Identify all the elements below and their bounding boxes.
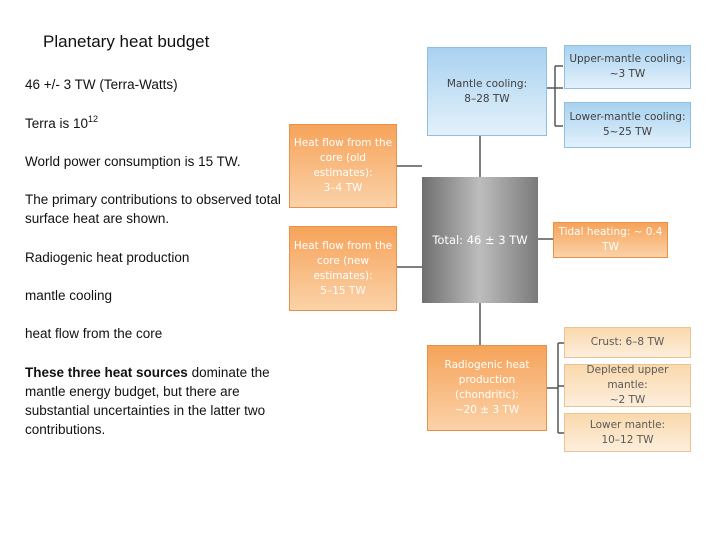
radiogenic-heat-text: Radiogenic heat production bbox=[25, 250, 190, 265]
total-heat-text: 46 +/- 3 TW (Terra-Watts) bbox=[25, 77, 178, 92]
mantle-cooling-text: mantle cooling bbox=[25, 288, 113, 303]
summary-text: These three heat sources dominate the ma… bbox=[25, 363, 287, 439]
primary-contributions-text: The primary contributions to observed to… bbox=[25, 192, 281, 226]
total-heat-box: Total: 46 ± 3 TW bbox=[422, 177, 538, 303]
lower-mantle-box: Lower mantle: 10–12 TW bbox=[564, 413, 691, 452]
core-old-estimates-box: Heat flow from the core (old estimates):… bbox=[289, 124, 397, 208]
terra-definition-text: Terra is 1012 bbox=[25, 114, 287, 133]
summary-bold: These three heat sources bbox=[25, 365, 188, 380]
lower-mantle-cooling-box: Lower-mantle cooling: 5~25 TW bbox=[564, 102, 691, 148]
tidal-heating-box: Tidal heating: ~ 0.4 TW bbox=[553, 222, 668, 258]
summary-rest: dominate the mantle energy budget, but t… bbox=[25, 365, 270, 437]
core-new-estimates-box: Heat flow from the core (new estimates):… bbox=[289, 226, 397, 311]
upper-mantle-cooling-box: Upper-mantle cooling: ~3 TW bbox=[564, 45, 691, 89]
terra-exponent: 12 bbox=[88, 114, 99, 124]
mantle-cooling-box: Mantle cooling: 8–28 TW bbox=[427, 47, 547, 136]
slide-title: Planetary heat budget bbox=[43, 32, 210, 51]
radiogenic-production-box: Radiogenic heat production (chondritic):… bbox=[427, 345, 547, 431]
core-heat-text: heat flow from the core bbox=[25, 326, 163, 341]
terra-prefix: Terra is 10 bbox=[25, 116, 89, 131]
crust-box: Crust: 6–8 TW bbox=[564, 327, 691, 358]
world-power-text: World power consumption is 15 TW. bbox=[25, 154, 241, 169]
depleted-upper-mantle-box: Depleted upper mantle: ~2 TW bbox=[564, 364, 691, 407]
